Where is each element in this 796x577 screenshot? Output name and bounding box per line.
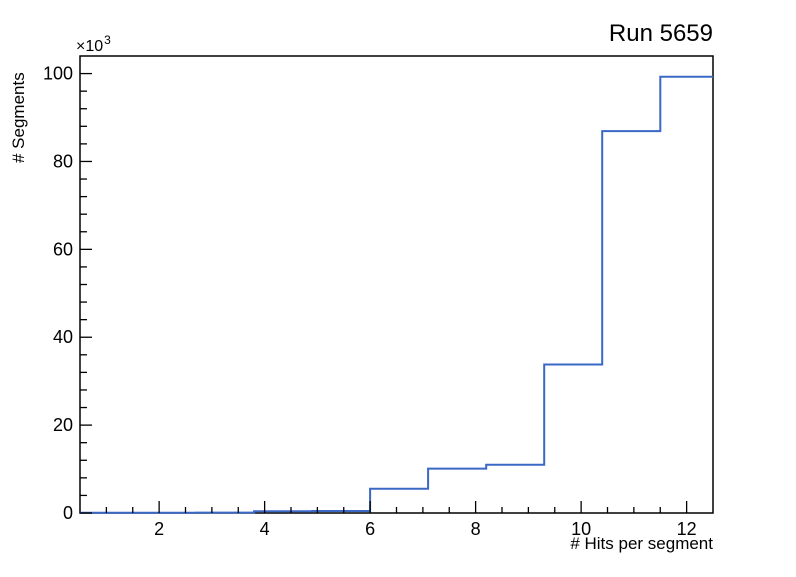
y-axis-multiplier-exponent: 3 <box>104 33 111 47</box>
plot-frame <box>79 55 714 514</box>
y-tick-label: 40 <box>53 327 73 347</box>
y-tick-label: 0 <box>63 503 73 523</box>
x-tick-label: 8 <box>471 519 481 539</box>
x-tick-label: 4 <box>260 519 270 539</box>
y-tick-label: 80 <box>53 151 73 171</box>
y-tick-label: 100 <box>43 64 73 84</box>
y-axis-title: # Segments <box>9 72 28 163</box>
chart-title: Run 5659 <box>609 20 713 47</box>
y-tick-label: 60 <box>53 239 73 259</box>
y-axis-multiplier-base: ×10 <box>76 38 103 55</box>
x-tick-label: 2 <box>154 519 164 539</box>
y-axis-ticks <box>80 72 92 514</box>
x-axis-tick-labels: 2 4 6 8 10 12 <box>154 519 697 539</box>
x-axis-ticks <box>105 501 688 513</box>
histogram-line <box>80 75 713 514</box>
x-tick-label: 6 <box>365 519 375 539</box>
y-tick-label: 20 <box>53 415 73 435</box>
y-axis-multiplier: ×103 <box>76 33 111 55</box>
y-axis-tick-labels: 0 20 40 60 80 100 <box>43 64 73 523</box>
x-tick-label: 12 <box>677 519 697 539</box>
x-tick-label: 10 <box>571 519 591 539</box>
x-axis-title: # Hits per segment <box>570 534 713 553</box>
